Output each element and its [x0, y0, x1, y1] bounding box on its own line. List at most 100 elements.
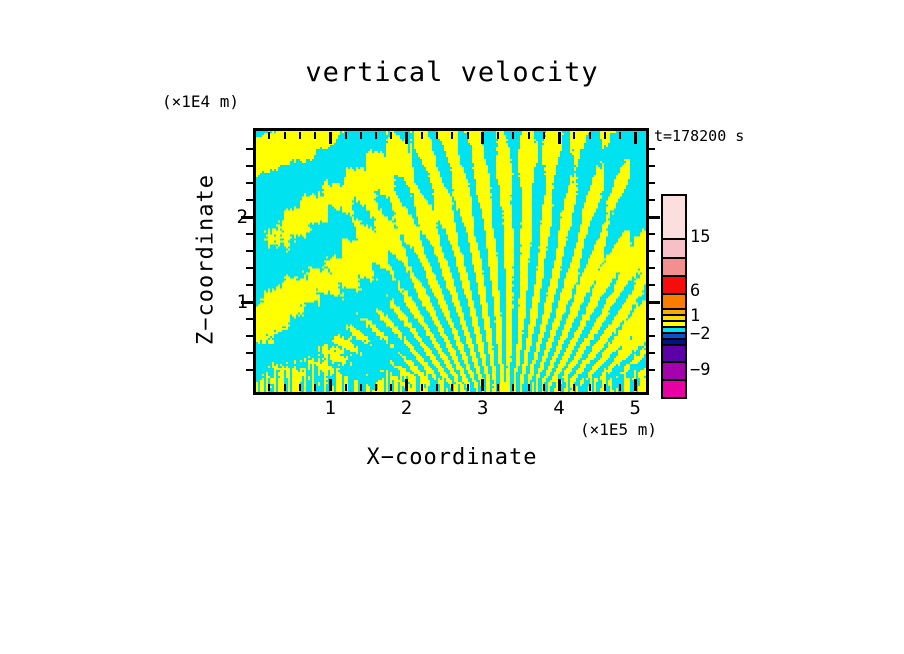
x-tick-label: 1	[324, 397, 336, 419]
colorbar-box	[663, 332, 685, 338]
x-minor-tick	[420, 132, 423, 139]
colorbar-box	[663, 361, 685, 379]
z-major-tick	[241, 215, 253, 219]
z-axis-title: Z−coordinate	[193, 174, 219, 345]
z-minor-tick	[648, 250, 655, 252]
x-axis-title: X−coordinate	[366, 445, 538, 470]
x-minor-tick	[298, 384, 301, 391]
x-major-tick	[633, 379, 637, 391]
z-minor-tick	[648, 267, 655, 269]
colorbar-box	[663, 238, 685, 257]
z-minor-tick	[246, 233, 253, 235]
x-minor-tick	[527, 132, 530, 139]
x-minor-tick	[344, 384, 347, 391]
x-minor-tick	[268, 132, 271, 139]
x-minor-tick	[420, 384, 423, 391]
x-minor-tick	[344, 132, 347, 139]
colorbar-label: 1	[690, 306, 701, 326]
z-major-tick	[648, 300, 660, 304]
z-minor-tick	[246, 182, 253, 184]
x-tick-label: 5	[629, 397, 641, 419]
z-minor-tick	[648, 284, 655, 286]
colorbar-box	[663, 344, 685, 361]
colorbar-box	[663, 320, 685, 326]
z-minor-tick	[648, 199, 655, 201]
x-minor-tick	[466, 132, 469, 139]
colorbar-box	[663, 326, 685, 332]
z-minor-tick	[246, 165, 253, 167]
colorbar-box	[663, 379, 685, 397]
z-minor-tick	[648, 148, 655, 150]
colorbar-box	[663, 293, 685, 308]
z-axis-units-label: (×1E4 m)	[162, 92, 240, 111]
colorbar-label: 6	[690, 281, 701, 301]
x-minor-tick	[436, 132, 438, 139]
x-minor-tick	[466, 384, 469, 391]
x-major-tick	[328, 379, 332, 391]
x-minor-tick	[283, 132, 286, 139]
x-major-tick	[481, 132, 485, 144]
x-major-tick	[405, 379, 408, 391]
x-tick-label: 4	[553, 397, 565, 419]
plot-frame	[253, 128, 649, 395]
x-minor-tick	[390, 132, 393, 139]
colorbar-box	[663, 275, 685, 293]
z-minor-tick	[246, 318, 253, 320]
x-minor-tick	[497, 384, 499, 391]
x-minor-tick	[298, 132, 301, 139]
x-minor-tick	[390, 384, 393, 391]
x-tick-label: 3	[477, 397, 489, 419]
x-minor-tick	[573, 132, 576, 139]
x-minor-tick	[375, 384, 377, 391]
z-minor-tick	[246, 335, 253, 337]
x-minor-tick	[603, 132, 606, 139]
plot-title: vertical velocity	[305, 57, 599, 88]
colorbar-label: 15	[690, 227, 711, 247]
x-tick-label: 2	[400, 397, 413, 419]
z-major-tick	[241, 300, 253, 304]
z-minor-tick	[246, 352, 253, 354]
x-axis-units-label: (×1E5 m)	[579, 420, 657, 439]
x-minor-tick	[527, 384, 530, 391]
z-minor-tick	[648, 233, 655, 235]
colorbar-box	[663, 314, 685, 320]
z-minor-tick	[648, 318, 655, 320]
colorbar-label: −2	[690, 324, 711, 344]
x-minor-tick	[619, 384, 621, 391]
x-minor-tick	[436, 384, 438, 391]
x-minor-tick	[588, 132, 591, 139]
x-minor-tick	[359, 132, 362, 139]
z-tick-label: 2	[236, 206, 248, 228]
x-minor-tick	[268, 384, 271, 391]
z-minor-tick	[648, 335, 655, 337]
x-minor-tick	[497, 132, 499, 139]
colorbar	[661, 194, 687, 399]
x-major-tick	[633, 132, 637, 144]
x-minor-tick	[314, 384, 316, 391]
x-minor-tick	[603, 384, 606, 391]
x-major-tick	[557, 379, 561, 391]
x-minor-tick	[512, 384, 515, 391]
x-minor-tick	[619, 132, 621, 139]
x-major-tick	[405, 132, 408, 144]
colorbar-box	[663, 308, 685, 314]
z-minor-tick	[648, 165, 655, 167]
x-major-tick	[481, 379, 485, 391]
z-minor-tick	[246, 148, 253, 150]
x-minor-tick	[375, 132, 377, 139]
z-minor-tick	[648, 352, 655, 354]
z-minor-tick	[246, 199, 253, 201]
x-minor-tick	[359, 384, 362, 391]
x-major-tick	[328, 132, 332, 144]
colorbar-box	[663, 196, 685, 238]
z-tick-label: 1	[236, 291, 248, 313]
z-minor-tick	[246, 369, 253, 371]
x-minor-tick	[451, 384, 454, 391]
colorbar-label: −9	[690, 360, 711, 380]
z-minor-tick	[246, 250, 253, 252]
z-minor-tick	[246, 284, 253, 286]
timestamp-annotation: t=178200 s	[654, 127, 745, 145]
x-minor-tick	[283, 384, 286, 391]
z-minor-tick	[246, 267, 253, 269]
